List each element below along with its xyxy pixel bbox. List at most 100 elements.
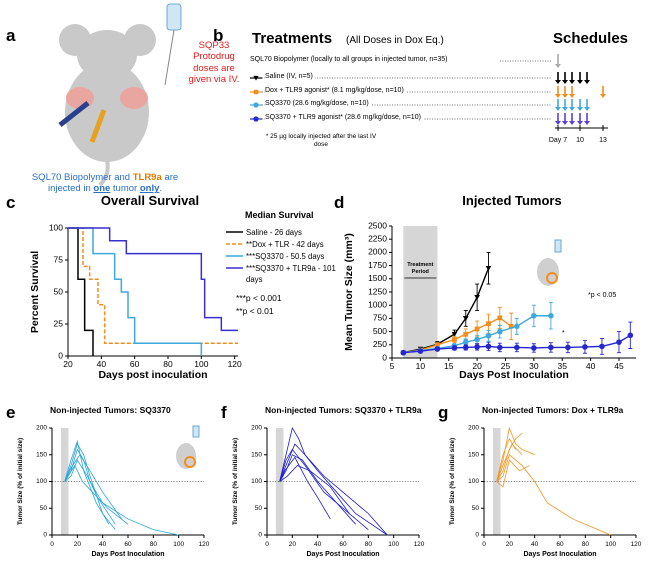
x-tick-label: 100 (605, 541, 616, 548)
x-tick-label: 40 (531, 541, 539, 548)
y-tick-label: 100 (36, 478, 47, 485)
injection-note: SQL70 Biopolymer and TLR9a are injected … (15, 172, 195, 195)
marker (627, 332, 634, 339)
x-axis-label: Days Post Inoculation (306, 551, 379, 558)
x-tick-label: 80 (150, 541, 158, 548)
y-tick-label: 2000 (368, 247, 387, 257)
series-line (279, 454, 356, 525)
chart-title: Injected Tumors (462, 193, 561, 208)
treatment-row: SQ3370 (28.6 mg/kg/dose, n=10) (265, 100, 371, 109)
arrow-head (600, 94, 606, 98)
survival-curve (68, 227, 203, 356)
y-tick-label: 200 (468, 425, 479, 432)
chart-title: Non-injected Tumors: SQ3370 (50, 405, 171, 415)
x-tick-label: 10 (416, 361, 426, 371)
x-axis-label: Days Post Inoculation (91, 551, 164, 558)
series-line (279, 443, 388, 536)
x-tick-label: 5 (390, 361, 395, 371)
y-tick-label: 50 (54, 286, 64, 296)
marker (531, 345, 537, 351)
y-tick-label: 50 (472, 505, 480, 512)
annotation: * (562, 330, 565, 337)
marker (417, 348, 424, 354)
x-tick-label: 60 (339, 541, 347, 548)
y-axis-label: Mean Tumor Size (mm³) (343, 233, 355, 351)
panel-label: d (334, 193, 344, 212)
injection-note-part: are injected in (47, 172, 179, 195)
panel-label: e (6, 403, 15, 422)
y-axis-label: Percent Survival (29, 251, 41, 333)
arrow-head (555, 107, 561, 111)
series-line (496, 459, 530, 488)
marker (253, 102, 259, 108)
marker (485, 333, 492, 339)
biopolymer-row: SQL70 Biopolymer (locally to all groups … (250, 56, 448, 63)
x-tick-label: 20 (74, 541, 82, 548)
x-tick-label: 80 (582, 541, 590, 548)
marker (474, 326, 480, 332)
marker (253, 75, 259, 81)
x-tick-label: 20 (472, 361, 482, 371)
x-axis-label: Days Post Inoculation (523, 551, 596, 558)
legend-label: ***SQ3370 + TLR9a - 101 days (246, 263, 336, 284)
survival-curve (68, 227, 94, 356)
x-tick-label: 0 (482, 541, 486, 548)
marker (497, 328, 503, 335)
y-tick-label: 50 (255, 505, 263, 512)
marker (616, 339, 622, 345)
y-tick-label: 100 (49, 222, 63, 232)
x-axis-label: Days post inoculation (98, 369, 207, 381)
y-tick-label: 100 (251, 478, 262, 485)
x-tick-label: 80 (163, 359, 173, 369)
annotation: *p < 0.05 (588, 292, 617, 299)
x-tick-label: 25 (501, 361, 511, 371)
y-tick-label: 0 (43, 532, 47, 539)
series-line (496, 437, 517, 482)
legend-label: ***SQ3370 - 50.5 days (246, 251, 325, 261)
y-tick-label: 25 (54, 318, 64, 328)
x-tick-label: 0 (265, 541, 269, 548)
marker (462, 344, 469, 351)
series-line (496, 443, 523, 482)
chart-title: Non-injected Tumors: Dox + TLR9a (482, 405, 624, 415)
annotation: **p < 0.01 (236, 306, 274, 316)
x-tick-label: 35 (557, 361, 567, 371)
annotation: ***p < 0.001 (236, 293, 282, 303)
marker (514, 344, 520, 351)
series-line (279, 426, 388, 536)
marker (485, 266, 492, 272)
y-tick-label: 0 (58, 350, 63, 360)
treatment-row: Saline (IV, n=5) (265, 73, 315, 82)
footnote: * 25 µg locally injected after the last … (265, 133, 377, 148)
y-tick-label: 750 (373, 313, 387, 323)
series-line (279, 464, 350, 514)
series-line (64, 459, 116, 525)
arrow-head (555, 80, 561, 84)
x-tick-label: 45 (614, 361, 624, 371)
arrow-head (555, 64, 561, 68)
x-tick-label: 80 (365, 541, 373, 548)
treatments-title: Treatments (252, 30, 333, 47)
x-tick-label: 40 (586, 361, 596, 371)
x-tick-label: 40 (97, 359, 107, 369)
panel-label: a (6, 26, 16, 45)
y-tick-label: 150 (251, 451, 262, 458)
marker (514, 323, 520, 330)
treatment-row: SQ3370 + TLR9 agonist* (28.6 mg/kg/dose,… (265, 114, 423, 123)
arrow-head (577, 80, 583, 84)
arrow-head (584, 121, 590, 125)
y-tick-label: 1750 (368, 260, 387, 270)
mouse-illustration (58, 3, 182, 187)
treatments-subtitle: (All Doses in Dox Eq.) (346, 35, 444, 46)
panel-label: f (221, 403, 227, 422)
marker (474, 336, 480, 343)
y-tick-label: 200 (36, 425, 47, 432)
marker (462, 339, 469, 345)
x-tick-label: 60 (130, 359, 140, 369)
legend-title: Median Survival (245, 210, 314, 220)
injection-note-part: SQL70 Biopolymer and (31, 172, 133, 183)
x-tick-label: 20 (63, 359, 73, 369)
x-tick-label: 120 (199, 541, 210, 548)
arrow-head (584, 107, 590, 111)
